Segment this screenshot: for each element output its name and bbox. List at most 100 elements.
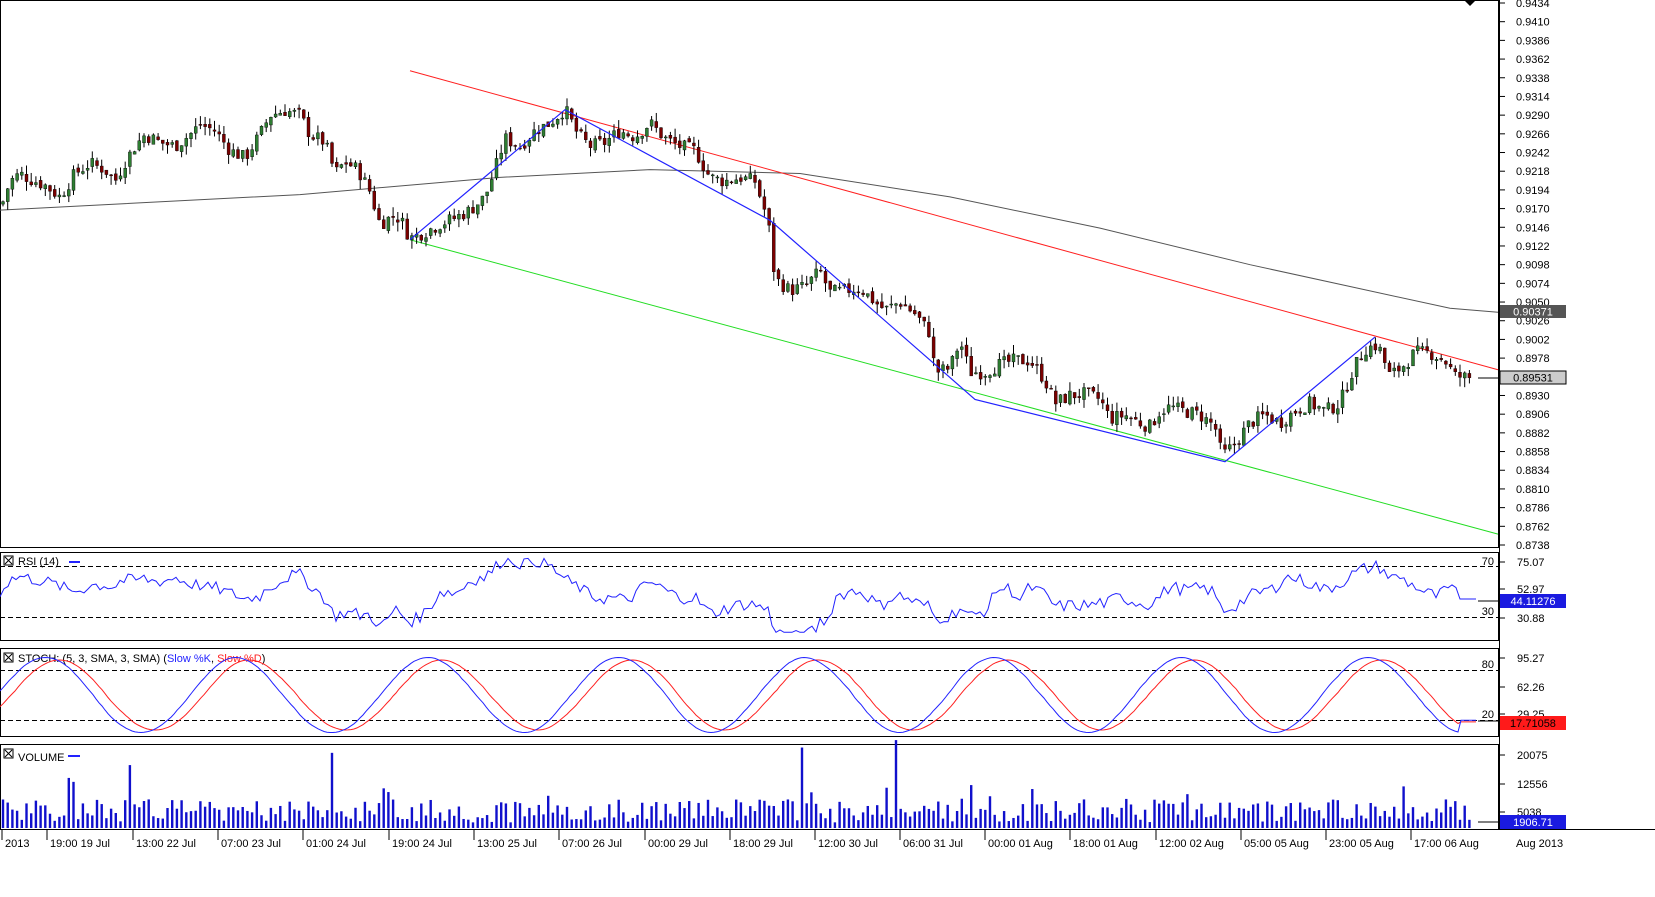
volume-bar bbox=[1233, 818, 1236, 828]
volume-bar bbox=[570, 819, 573, 828]
candle bbox=[913, 305, 917, 316]
candle bbox=[1232, 436, 1237, 454]
volume-bar bbox=[279, 805, 282, 828]
volume-bar bbox=[391, 799, 395, 828]
volume-close-icon[interactable] bbox=[3, 748, 14, 759]
candle bbox=[1260, 402, 1265, 420]
price-tick-label: 0.9002 bbox=[1516, 334, 1550, 346]
candle bbox=[1082, 383, 1086, 408]
volume-bar bbox=[1078, 803, 1081, 828]
volume-bar bbox=[824, 818, 827, 828]
candle bbox=[1209, 412, 1213, 432]
candle bbox=[1068, 382, 1072, 406]
x-tick-label: 05:00 05 Aug bbox=[1244, 838, 1309, 850]
candle bbox=[1331, 402, 1335, 415]
volume-bar bbox=[777, 815, 780, 828]
volume-bar bbox=[1181, 802, 1184, 828]
price-tick-label: 0.9314 bbox=[1516, 91, 1550, 103]
channel-upper-line bbox=[409, 70, 1499, 371]
rsi-value-label: 44.11276 bbox=[1510, 596, 1555, 608]
volume-bar bbox=[688, 801, 691, 828]
volume-bar bbox=[692, 818, 696, 828]
volume-bar bbox=[1322, 818, 1325, 828]
volume-bar bbox=[1068, 814, 1072, 828]
rsi-title: RSI (14) bbox=[18, 556, 59, 568]
candle bbox=[908, 303, 912, 313]
candle bbox=[715, 175, 720, 183]
candle bbox=[828, 280, 832, 298]
volume-bar bbox=[556, 805, 559, 828]
chart-menu-icon[interactable] bbox=[1464, 0, 1476, 6]
candle bbox=[664, 135, 668, 145]
candle bbox=[532, 121, 536, 142]
volume-bar bbox=[481, 818, 484, 828]
volume-bar bbox=[363, 801, 367, 828]
volume-bar bbox=[829, 808, 832, 828]
volume-bar bbox=[960, 798, 963, 828]
volume-bar bbox=[448, 809, 451, 828]
volume-bar bbox=[208, 801, 211, 828]
candle bbox=[99, 159, 104, 180]
candle bbox=[419, 234, 423, 244]
price-tick-label: 0.9434 bbox=[1516, 0, 1550, 10]
candle bbox=[302, 109, 306, 121]
volume-bar bbox=[1242, 808, 1245, 828]
volume-bar bbox=[373, 814, 376, 828]
candle bbox=[165, 139, 170, 154]
volume-bar bbox=[1393, 806, 1396, 828]
volume-bar bbox=[1002, 811, 1006, 828]
volume-bar bbox=[25, 803, 28, 828]
candle bbox=[240, 150, 245, 163]
volume-bar bbox=[180, 800, 183, 828]
volume-bar bbox=[979, 808, 982, 828]
x-tick-label: 12:00 02 Aug bbox=[1159, 838, 1224, 850]
volume-bar bbox=[504, 803, 508, 828]
rsi-polyline bbox=[0, 557, 1476, 634]
stoch-close-icon[interactable] bbox=[3, 652, 14, 663]
candle bbox=[151, 133, 156, 145]
candle bbox=[1467, 370, 1472, 384]
volume-bar bbox=[767, 805, 771, 828]
volume-bar bbox=[485, 815, 489, 828]
candle bbox=[1176, 396, 1180, 412]
candle bbox=[1152, 418, 1157, 426]
volume-bar bbox=[1219, 802, 1222, 828]
volume-bar bbox=[1378, 816, 1382, 828]
candle bbox=[1242, 421, 1246, 446]
candle bbox=[800, 274, 804, 289]
x-axis-right-label: Aug 2013 bbox=[1516, 838, 1563, 850]
stoch-tick-high: 95.27 bbox=[1517, 653, 1545, 665]
volume-bar bbox=[833, 822, 837, 828]
x-tick-label: 19:00 19 Jul bbox=[50, 838, 110, 850]
rsi-level-70-label: 70 bbox=[1482, 556, 1494, 568]
candle bbox=[1086, 387, 1091, 397]
volume-bar bbox=[241, 806, 244, 828]
volume-bar bbox=[584, 810, 587, 828]
candle bbox=[654, 112, 658, 133]
candle bbox=[866, 293, 870, 299]
volume-bar bbox=[424, 815, 428, 828]
candle bbox=[786, 280, 790, 293]
candle bbox=[617, 120, 621, 140]
rsi-close-icon[interactable] bbox=[3, 555, 14, 566]
candle bbox=[34, 176, 38, 188]
volume-bar bbox=[955, 811, 959, 828]
candle bbox=[1091, 386, 1096, 394]
candle bbox=[1190, 406, 1194, 422]
candle bbox=[1105, 397, 1110, 419]
candle bbox=[203, 116, 207, 136]
volume-bar bbox=[551, 812, 555, 828]
price-tick-label: 0.9218 bbox=[1516, 166, 1550, 178]
candle bbox=[861, 289, 865, 298]
volume-bar bbox=[48, 813, 52, 828]
candle bbox=[466, 205, 470, 225]
candle bbox=[424, 233, 428, 247]
candle bbox=[358, 160, 362, 190]
candle bbox=[1284, 421, 1288, 434]
candle bbox=[490, 172, 494, 192]
volume-tick-high: 20075 bbox=[1517, 750, 1548, 762]
candle bbox=[1049, 384, 1053, 390]
candle bbox=[306, 111, 311, 146]
candle bbox=[1397, 362, 1401, 378]
volume-bar bbox=[109, 808, 113, 828]
